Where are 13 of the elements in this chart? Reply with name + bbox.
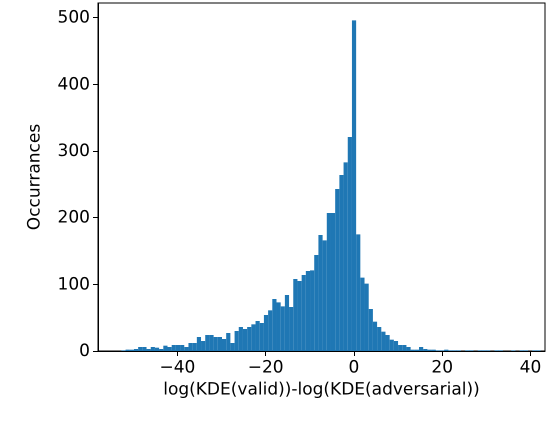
- x-tick-label: −40: [159, 358, 196, 378]
- y-tick-label: 200: [58, 208, 90, 228]
- x-tick-label: 20: [431, 358, 454, 378]
- x-tick-label: 0: [348, 358, 360, 378]
- y-tick-label: 100: [58, 274, 90, 294]
- y-tick-label: 300: [58, 141, 90, 161]
- x-axis-title: log(KDE(valid))-log(KDE(adversarial)): [163, 380, 480, 400]
- y-tick-label: 500: [58, 8, 90, 28]
- y-tick-label: 0: [79, 341, 90, 361]
- y-tick-label: 400: [58, 74, 90, 94]
- x-tick-label: 40: [520, 358, 542, 378]
- x-tick-label: −20: [248, 358, 284, 378]
- y-axis-title: Occurrances: [24, 124, 44, 230]
